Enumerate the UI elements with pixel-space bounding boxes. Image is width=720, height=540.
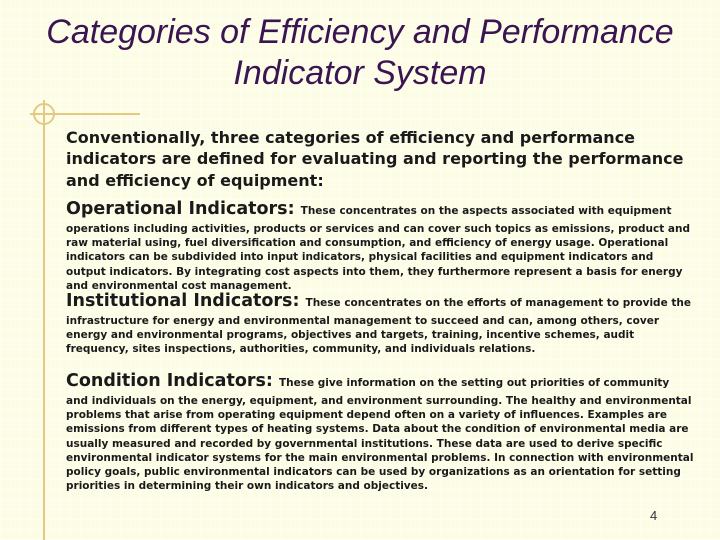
institutional-indicators-heading: Institutional Indicators [66, 291, 293, 311]
operational-indicators-paragraph: Operational Indicators: These concentrat… [66, 198, 694, 293]
condition-indicators-heading: Condition Indicators [66, 371, 266, 391]
separator: : [287, 199, 301, 219]
slide-title: Categories of Efficiency and Performance… [46, 13, 674, 93]
institutional-indicators-text: These concentrates on the efforts of man… [66, 297, 691, 356]
separator: : [265, 371, 279, 391]
operational-indicators-heading: Operational Indicators [66, 199, 288, 219]
decorative-horizontal-rule [30, 113, 140, 115]
intro-paragraph: Conventionally, three categories of effi… [66, 128, 684, 190]
decorative-vertical-rule [43, 100, 45, 540]
condition-indicators-text: These give information on the setting ou… [66, 377, 694, 493]
decorative-circle-icon [33, 103, 55, 125]
page-number: 4 [650, 508, 658, 523]
condition-indicators-paragraph: Condition Indicators: These give informa… [66, 370, 694, 494]
institutional-indicators-paragraph: Institutional Indicators: These concentr… [66, 290, 694, 357]
operational-indicators-text: These concentrates on the aspects associ… [66, 205, 690, 292]
separator: : [292, 291, 306, 311]
